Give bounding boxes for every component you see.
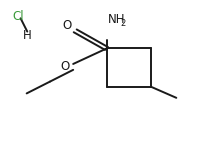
Text: Cl: Cl [12, 10, 24, 23]
Text: 2: 2 [120, 19, 125, 28]
Text: O: O [62, 19, 71, 32]
Text: NH: NH [107, 13, 124, 26]
Text: H: H [22, 29, 31, 42]
Text: O: O [60, 60, 69, 73]
